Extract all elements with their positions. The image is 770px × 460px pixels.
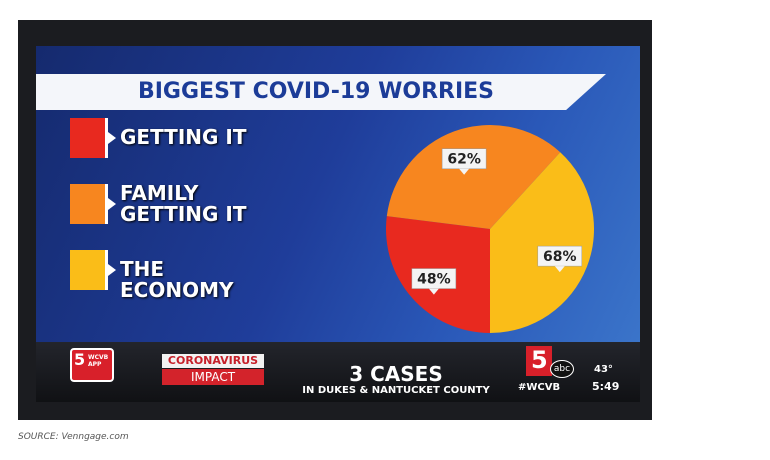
value-label: 62% <box>447 152 481 168</box>
legend-swatch <box>70 184 116 224</box>
hashtag: #WCVB <box>518 382 561 393</box>
subline: IN DUKES & NANTUCKET COUNTY <box>302 385 490 396</box>
time: 5:49 <box>592 380 620 393</box>
value-label-pointer <box>459 168 470 175</box>
tv-screen: BIGGEST COVID-19 WORRIES 48% 62% 68% GETTI… <box>36 46 640 402</box>
source-note: SOURCE: Venngage.com <box>18 432 129 442</box>
pie-slice <box>490 152 594 333</box>
value-label: 68% <box>543 249 577 265</box>
pie-chart: 48% 62% 68% <box>386 125 594 333</box>
legend-swatch <box>70 250 116 290</box>
legend-label: THE ECONOMY <box>120 257 234 302</box>
legend-swatch <box>70 118 116 158</box>
legend-label: FAMILY GETTING IT <box>120 181 247 226</box>
station-logo-number: 5 <box>531 346 548 374</box>
app-logo-number: 5 <box>74 350 86 369</box>
chart-title: BIGGEST COVID-19 WORRIES <box>137 79 495 104</box>
segment-bottom: IMPACT <box>162 369 264 385</box>
station-logo <box>526 346 552 376</box>
value-label-pointer <box>428 288 439 295</box>
legend-label: GETTING IT <box>120 125 247 149</box>
network-logo: abc <box>550 360 574 378</box>
segment-top: CORONAVIRUS <box>162 354 264 368</box>
app-logo <box>70 348 114 382</box>
value-label-pointer <box>554 266 565 273</box>
pie-slice <box>386 125 561 229</box>
title-banner <box>36 74 606 110</box>
temperature: 43° <box>594 364 613 375</box>
value-label: 48% <box>417 272 451 288</box>
headline: 3 CASES <box>349 362 443 386</box>
app-label: WCVB APP <box>88 354 109 368</box>
news-ticker: 5 WCVB APP CORONAVIRUS IMPACT 3 CASES IN… <box>36 342 640 402</box>
